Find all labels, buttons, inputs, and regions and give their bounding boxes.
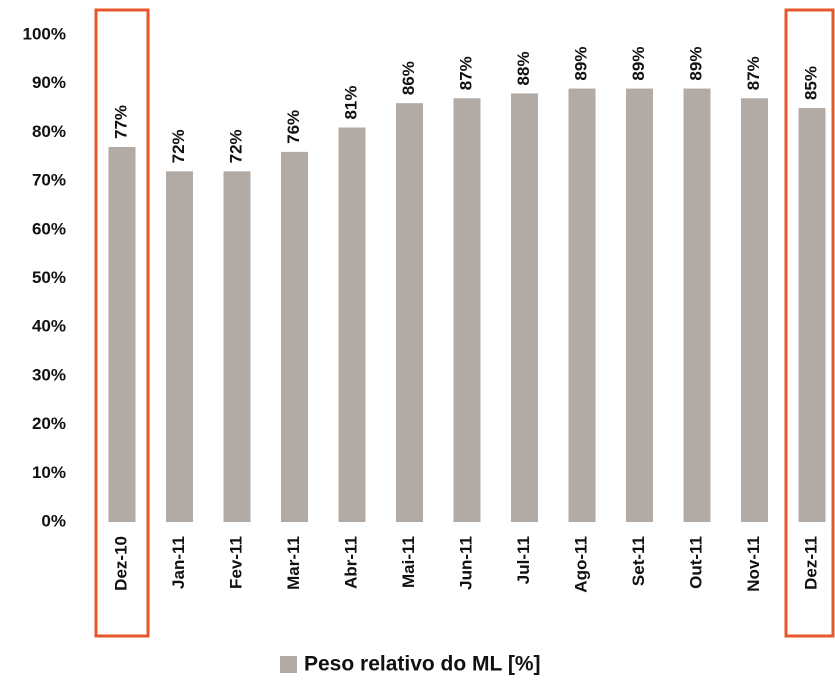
x-tick-label: Dez-11 [801,536,820,590]
bar [568,88,596,522]
x-tick-label: Set-11 [629,536,648,586]
bar [108,147,136,522]
y-tick-label: 90% [32,73,66,92]
x-tick-label: Dez-10 [111,536,130,591]
bar [338,127,366,522]
x-tick-label: Jan-11 [169,536,188,589]
value-label: 88% [514,51,533,85]
value-label: 76% [284,110,303,144]
x-tick-label: Mai-11 [399,536,418,588]
y-tick-label: 40% [32,317,66,336]
value-label: 81% [341,85,360,119]
y-tick-label: 0% [41,511,66,530]
y-tick-label: 30% [32,365,66,384]
value-label: 87% [456,56,475,90]
bar [683,88,711,522]
y-tick-label: 60% [32,219,66,238]
value-label: 72% [169,129,188,163]
value-label: 89% [686,47,705,81]
legend-swatch [280,656,297,673]
bar [511,93,538,522]
y-tick-label: 100% [23,24,66,43]
value-label: 86% [399,61,418,95]
y-tick-label: 80% [32,122,66,141]
bar [223,171,251,523]
y-tick-label: 70% [32,171,66,190]
highlight-box [784,8,835,638]
value-label: 89% [571,47,590,81]
bar [281,151,308,522]
x-tick-label: Out-11 [686,536,705,589]
bar [741,98,768,522]
x-tick-label: Jul-11 [514,536,533,584]
value-label: 87% [744,56,763,90]
x-tick-label: Ago-11 [571,536,590,593]
value-label: 85% [801,66,820,100]
bar [166,171,193,523]
x-tick-label: Jun-11 [456,536,475,590]
y-tick-label: 50% [32,268,66,287]
bar [626,88,653,522]
value-label: 72% [226,129,245,163]
highlight-box [94,8,150,638]
x-tick-label: Nov-11 [744,536,763,592]
y-tick-label: 20% [32,414,66,433]
bar [798,108,826,523]
value-label: 89% [629,47,648,81]
x-tick-label: Abr-11 [341,536,360,589]
y-tick-label: 10% [32,463,66,482]
value-label: 77% [111,105,130,139]
bar [453,98,481,522]
x-tick-label: Mar-11 [284,536,303,590]
x-tick-label: Fev-11 [226,536,245,589]
legend-label: Peso relativo do ML [%] [304,653,541,676]
bar [396,103,423,523]
